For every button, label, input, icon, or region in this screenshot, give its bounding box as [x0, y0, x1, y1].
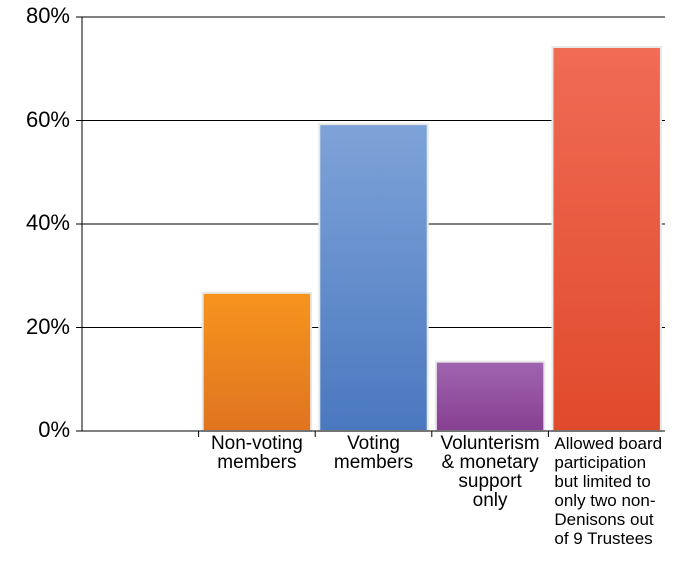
bars	[201, 46, 662, 433]
x-category-label: Non-voting members	[210, 433, 303, 473]
bar-4	[551, 46, 662, 432]
bar-1	[201, 291, 313, 433]
x-category-label: Volunterism & monetary support only	[440, 433, 540, 511]
y-tick-label: 60%	[25, 106, 70, 132]
bar-3	[434, 360, 546, 432]
x-category-label: Voting members	[333, 433, 414, 473]
y-tick-label: 20%	[25, 313, 70, 339]
x-category-label: Allowed board participation but limited …	[554, 434, 663, 548]
axes	[76, 16, 665, 437]
y-tick-label: 40%	[25, 210, 70, 235]
y-tick-label: 80%	[25, 3, 70, 28]
bar-2	[318, 123, 429, 432]
y-tick-label: 0%	[38, 417, 70, 442]
